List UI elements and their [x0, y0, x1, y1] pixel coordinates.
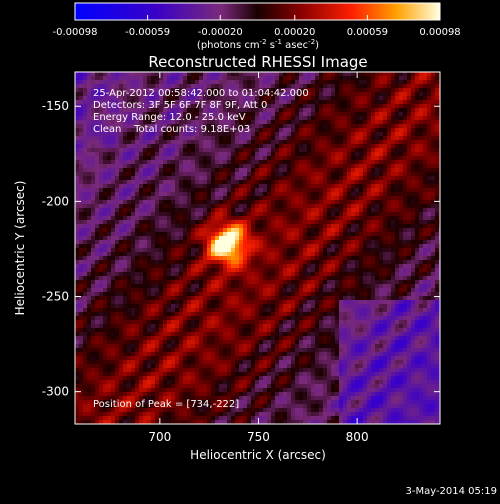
colorbar-units: (photons cm-2 s-1 asec-2) [197, 38, 319, 51]
annotation-detectors: Detectors: 3F 5F 6F 7F 8F 9F, Att 0 [93, 100, 267, 111]
annotation-time-range: 25-Apr-2012 00:58:42.000 to 01:04:42.000 [93, 88, 309, 99]
colorbar-tick-label: -0.00059 [125, 27, 170, 38]
colorbar [75, 3, 440, 20]
chart-title: Reconstructed RHESSI Image [148, 53, 367, 71]
annotation-algorithm-counts: Clean Total counts: 9.18E+03 [93, 124, 250, 135]
x-tick-label: 800 [346, 430, 369, 444]
colorbar-tick-label: 0.00020 [274, 27, 315, 38]
y-tick-label: -300 [42, 385, 69, 399]
colorbar-tick-label: 0.00059 [347, 27, 388, 38]
colorbar-tick-label: 0.00098 [419, 27, 460, 38]
y-axis-label: Heliocentric Y (arcsec) [13, 181, 27, 316]
y-tick-label: -150 [42, 99, 69, 113]
colorbar-tick-label: -0.00020 [198, 27, 243, 38]
footer-date: 3-May-2014 05:19 [405, 486, 497, 497]
x-tick-label: 700 [148, 430, 171, 444]
colorbar-tick-labels: -0.00098 -0.00059 -0.00020 0.00020 0.00059 0.… [53, 27, 461, 38]
y-tick-label: -200 [42, 194, 69, 208]
annotation-energy-range: Energy Range: 12.0 - 25.0 keV [93, 112, 246, 123]
y-tick-label: -250 [42, 290, 69, 304]
peak-position-label: Position of Peak = [734,-222] [93, 399, 239, 410]
colorbar-tick-label: -0.00098 [53, 27, 98, 38]
x-axis-label: Heliocentric X (arcsec) [190, 448, 326, 462]
x-tick-label: 750 [247, 430, 270, 444]
